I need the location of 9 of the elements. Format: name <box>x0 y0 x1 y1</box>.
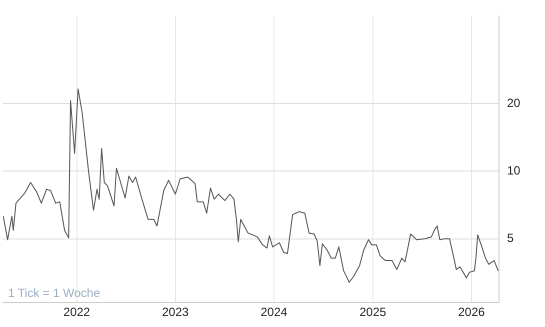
annotation: 1 Tick = 1 Woche <box>8 286 100 300</box>
x-tick-label: 2026 <box>458 305 486 320</box>
x-tick-label: 2022 <box>63 305 90 320</box>
y-tick-label: 5 <box>507 231 514 246</box>
x-tick-label: 2023 <box>162 305 190 320</box>
x-tick-label: 2025 <box>359 305 387 320</box>
y-tick-label: 20 <box>507 96 521 110</box>
x-tick-label: 2024 <box>260 305 288 320</box>
y-tick-label: 10 <box>507 163 521 178</box>
